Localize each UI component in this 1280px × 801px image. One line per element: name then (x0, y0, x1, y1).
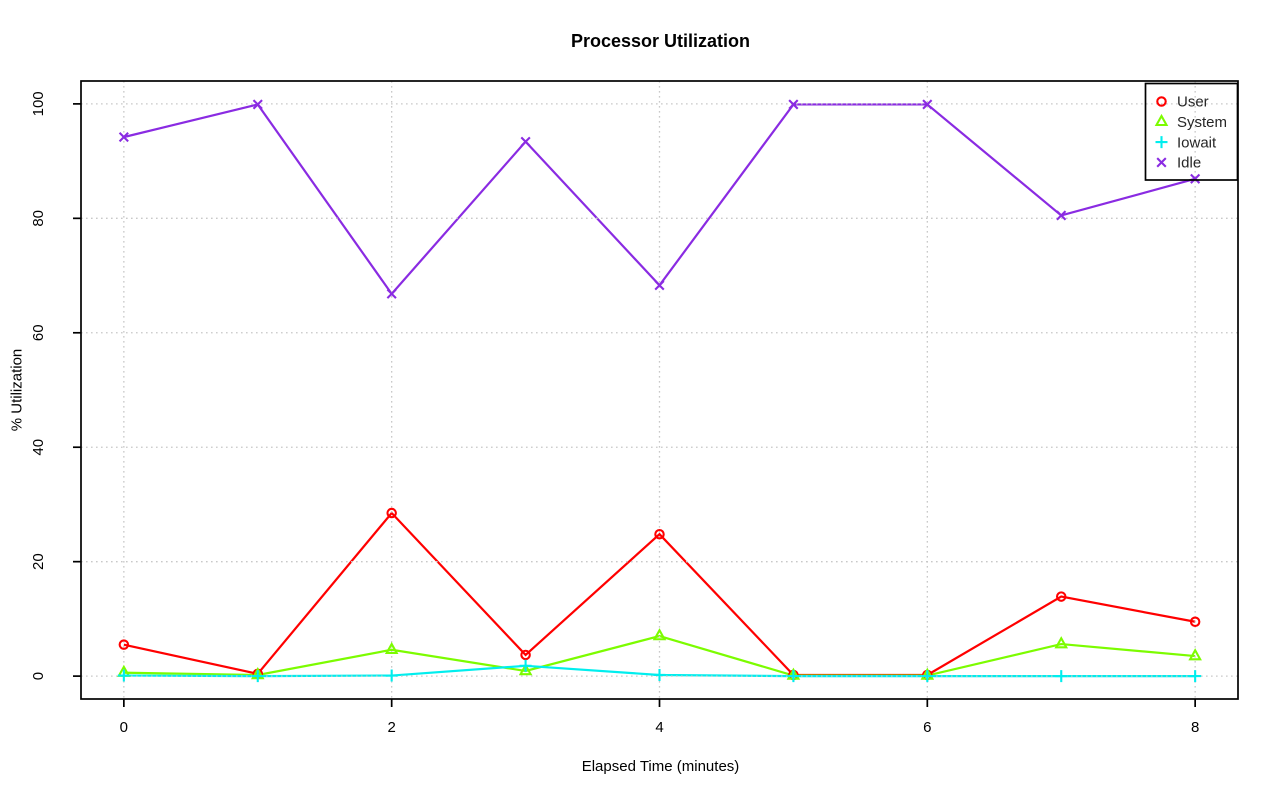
circle-open-marker (1156, 96, 1167, 107)
y-tick-label: 60 (30, 324, 47, 341)
plus-marker (1155, 136, 1168, 149)
series-line-idle (123, 103, 1196, 296)
legend-box (1144, 82, 1239, 181)
circle-open-marker (386, 507, 397, 519)
x-marker (386, 288, 397, 299)
x-marker (1056, 210, 1067, 221)
legend-label-iowait: Iowait (1177, 134, 1217, 151)
plus-marker (653, 668, 666, 681)
circle-open-marker (1189, 616, 1201, 627)
plus-marker (921, 670, 934, 683)
x-marker (654, 280, 665, 291)
legend-item-iowait: Iowait (1155, 134, 1217, 151)
y-tick-label: 80 (30, 210, 47, 227)
legend-item-user: User (1156, 94, 1209, 111)
legend-item-system: System (1154, 113, 1227, 131)
series-markers-idle (118, 99, 1201, 299)
x-tick-label: 8 (1191, 719, 1199, 736)
legend-item-idle: Idle (1156, 155, 1201, 172)
y-tick-label: 100 (30, 91, 47, 116)
legend: User System Iowait Idle (1144, 82, 1239, 181)
plus-marker (787, 670, 800, 683)
plus-marker (117, 669, 130, 682)
legend-label-system: System (1177, 114, 1227, 131)
y-tick-label: 40 (30, 439, 47, 456)
x-tick-label: 4 (655, 719, 663, 736)
plus-marker (519, 659, 532, 672)
plus-marker (251, 670, 264, 683)
triangle-open-marker (1154, 113, 1169, 127)
triangle-open-marker (1054, 636, 1069, 649)
triangle-open-marker (1188, 648, 1202, 661)
circle-open-marker (118, 639, 130, 650)
x-tick-label: 2 (388, 719, 396, 736)
triangle-open-marker (652, 628, 667, 641)
x-marker (520, 136, 531, 147)
circle-open-marker (654, 528, 665, 540)
x-marker (1156, 157, 1167, 168)
x-marker (922, 99, 933, 110)
triangle-open-marker (518, 662, 533, 676)
triangle-open-marker (384, 641, 399, 655)
x-tick-label: 6 (923, 719, 931, 736)
x-marker (118, 132, 129, 143)
x-tick-label: 0 (120, 719, 128, 736)
x-marker (252, 99, 263, 110)
x-axis-title: Elapsed Time (minutes) (581, 758, 740, 775)
chart-title: Processor Utilization (570, 31, 751, 51)
circle-open-marker (520, 649, 531, 661)
series-line-user (123, 511, 1196, 677)
plus-marker (385, 669, 398, 682)
series-markers-iowait (117, 659, 1202, 683)
legend-label-user: User (1177, 94, 1209, 111)
legend-label-idle: Idle (1177, 155, 1201, 172)
plus-marker (1189, 670, 1202, 683)
x-marker (788, 99, 799, 110)
plus-marker (1055, 670, 1068, 683)
y-tick-label: 0 (30, 672, 47, 680)
x-marker (1190, 173, 1201, 184)
y-axis-title: % Utilization (8, 348, 26, 432)
y-tick-label: 20 (30, 553, 47, 570)
circle-open-marker (1055, 591, 1067, 602)
